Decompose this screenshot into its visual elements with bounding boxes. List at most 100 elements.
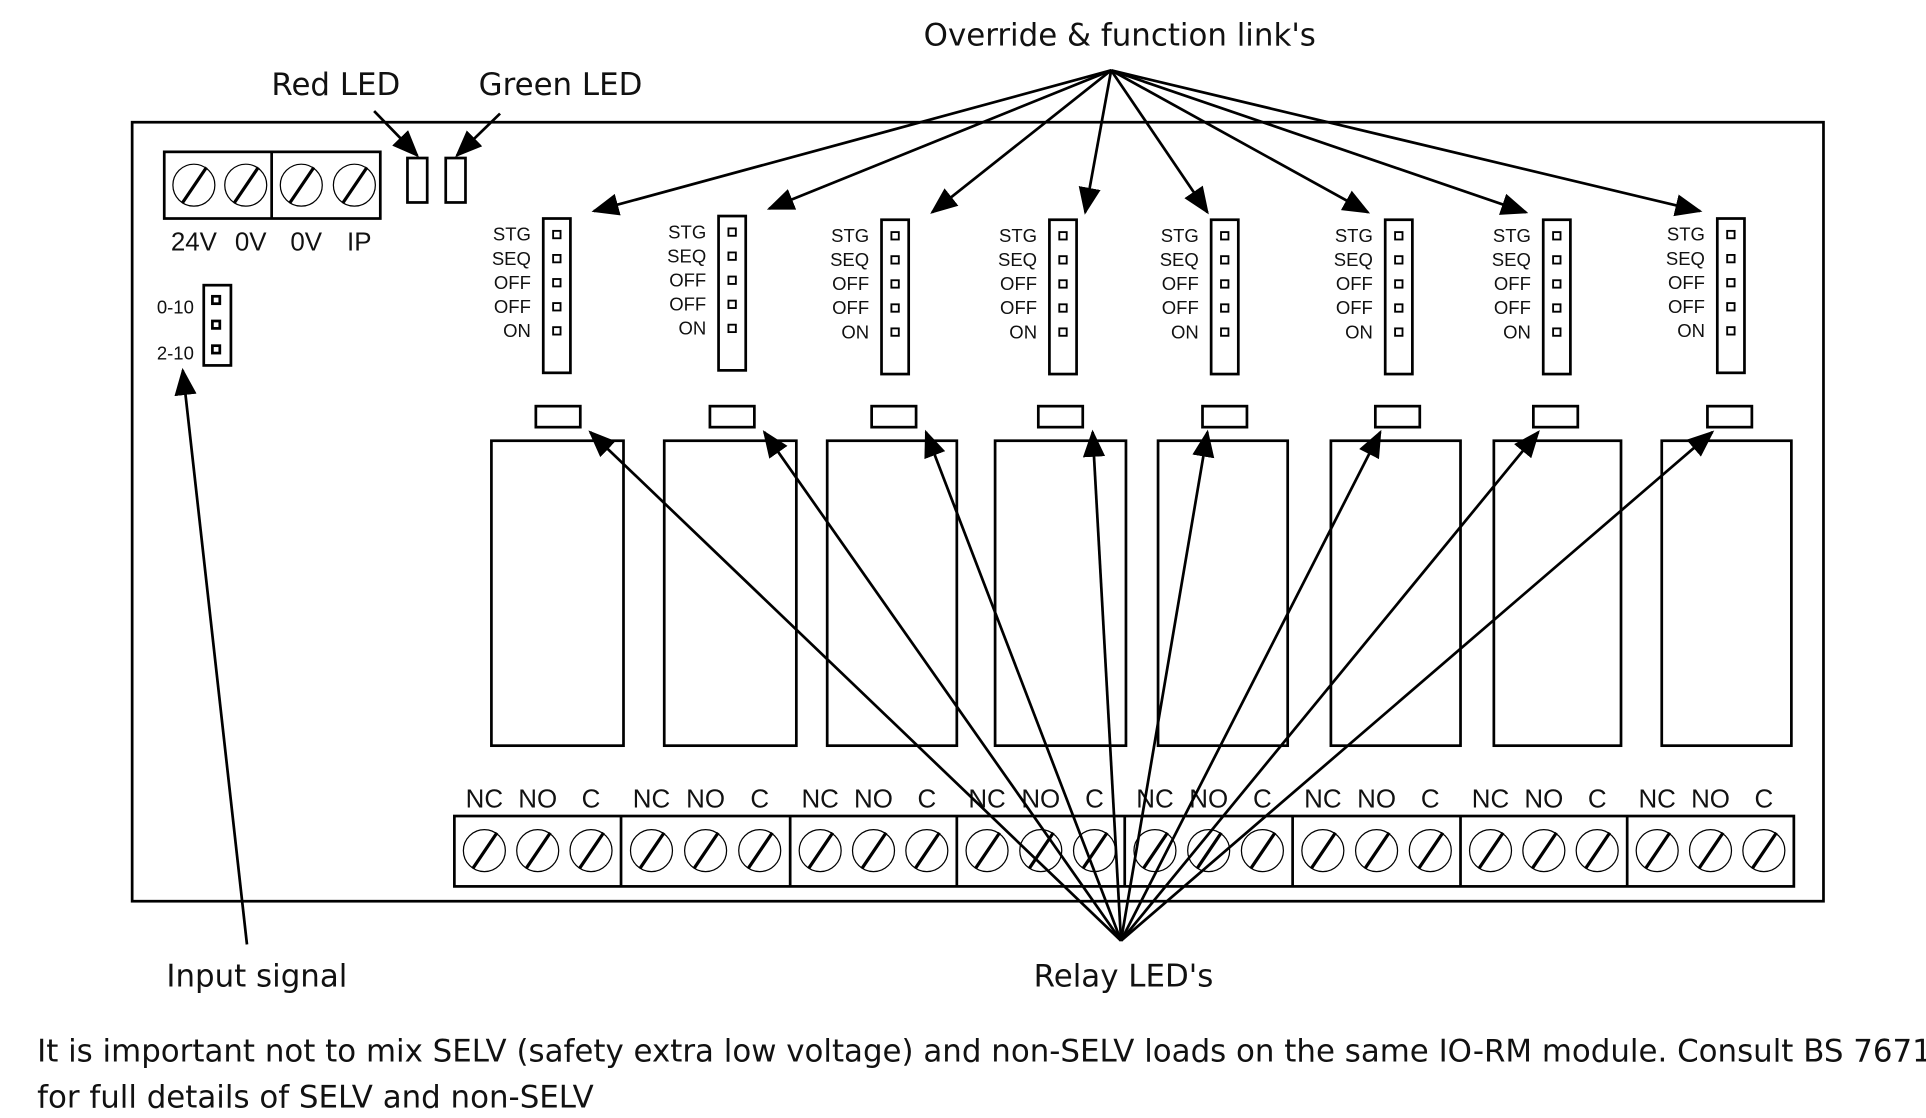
relay-terminal-label: NC [633, 785, 670, 813]
override-link-header [880, 218, 911, 376]
relay-channel-2: STG SEQ OFF OFF ON NC NO C [619, 214, 798, 887]
link-label: STG [999, 225, 1037, 246]
link-pin [727, 299, 737, 309]
input-signal-label: Input signal [166, 958, 347, 994]
relay-terminal-label: C [1421, 785, 1440, 813]
relay-channel-3: STG SEQ OFF OFF ON NC NO C [788, 218, 959, 887]
screw-terminal [1688, 828, 1733, 873]
link-label: OFF [669, 269, 706, 290]
link-label: OFF [1162, 273, 1199, 294]
relay-terminal-label: C [750, 785, 769, 813]
link-label: ON [841, 321, 869, 342]
relay-channel-1: STG SEQ OFF OFF ON NC NO C [462, 217, 625, 873]
screw-terminal [1301, 828, 1345, 873]
relay-channel-5: STG SEQ OFF OFF ON NC NO C [1123, 218, 1290, 887]
screw-terminal [279, 163, 323, 207]
link-pin [1220, 255, 1230, 265]
link-label: ON [1503, 321, 1531, 342]
relay-terminal-label: NO [518, 785, 557, 813]
link-label: OFF [1000, 273, 1037, 294]
link-pin [1394, 327, 1404, 337]
link-label: STG [1161, 225, 1199, 246]
link-label: OFF [1668, 296, 1705, 317]
link-pin [1726, 229, 1736, 240]
screw-terminal [965, 828, 1009, 873]
link-label: OFF [1668, 272, 1705, 293]
link-pin [1058, 255, 1068, 265]
link-label: STG [1667, 224, 1705, 245]
link-label: ON [1009, 321, 1037, 342]
link-pin [890, 255, 900, 265]
link-pin [890, 327, 900, 337]
screw-terminal [1408, 828, 1452, 873]
screw-terminal [1635, 828, 1679, 873]
power-terminal-block [162, 150, 382, 220]
link-label: ON [1677, 320, 1705, 341]
link-pin [1726, 302, 1736, 312]
link-label: OFF [1494, 297, 1531, 318]
link-label: OFF [1336, 273, 1373, 294]
screw-terminal [1240, 828, 1285, 873]
relay-led-arrow [1119, 429, 1215, 941]
link-pin [1552, 279, 1562, 289]
link-pin [552, 326, 562, 336]
link-pin [890, 231, 900, 241]
override-link-arrow [1110, 69, 1371, 214]
override-link-header [1209, 218, 1240, 376]
input-signal-arrow [174, 367, 249, 945]
relay-led [1531, 404, 1580, 429]
screw-terminal [1133, 828, 1177, 873]
link-label: ON [503, 320, 531, 341]
relay-terminal-label: NC [1638, 785, 1675, 813]
relay [1492, 439, 1623, 748]
link-pin [1058, 231, 1068, 241]
relay-led-arrow [1082, 429, 1123, 941]
screw-terminal [1072, 828, 1117, 873]
override-links-label: Override & function link's [924, 18, 1316, 54]
override-link-header [717, 214, 748, 372]
relay-terminal-label: NO [1189, 785, 1228, 813]
override-link-header [541, 217, 572, 375]
relay-led-arrow [762, 430, 1123, 942]
link-pin [552, 302, 562, 312]
relay [662, 439, 798, 748]
link-label: SEQ [1334, 249, 1373, 270]
link-label: OFF [832, 297, 869, 318]
footer-note-line1: It is important not to mix SELV (safety … [37, 1034, 1926, 1070]
red-led-label: Red LED [271, 67, 400, 103]
link-label: SEQ [1160, 249, 1199, 270]
screw-terminal [798, 828, 842, 873]
screw-terminal [1354, 828, 1399, 873]
relay-terminal-label: NO [854, 785, 893, 813]
link-label: STG [668, 221, 706, 242]
link-pin [552, 254, 562, 264]
link-label: OFF [832, 273, 869, 294]
screw-terminal [851, 828, 896, 873]
link-pin [1058, 327, 1068, 337]
red-led [406, 156, 429, 204]
link-pin [727, 227, 737, 237]
link-pin [890, 279, 900, 289]
relay-led [1706, 404, 1754, 429]
relay-led [708, 404, 756, 429]
module-outline [130, 120, 1825, 903]
terminal-label-24v: 24V [171, 229, 218, 257]
screw-terminal [629, 828, 674, 873]
relay [993, 439, 1128, 748]
relay-terminal-label: NC [1472, 785, 1509, 813]
red-led-arrow [373, 110, 420, 158]
override-link-arrow [591, 69, 1112, 216]
relay-channel-8: STG SEQ OFF OFF ON NC NO C [1625, 217, 1793, 887]
link-pin [727, 323, 737, 334]
relay [1156, 439, 1290, 748]
link-pin [1552, 303, 1562, 313]
link-pin [1552, 327, 1562, 337]
relay-led [1036, 404, 1085, 429]
relay-terminal-label: NC [466, 785, 503, 813]
override-link-header [1541, 218, 1572, 376]
link-label: STG [1335, 225, 1373, 246]
override-link-arrow [766, 69, 1112, 210]
relay-led [534, 404, 582, 429]
terminal-label-0v: 0V [235, 229, 267, 257]
relay-terminal-label: NC [1136, 785, 1173, 813]
